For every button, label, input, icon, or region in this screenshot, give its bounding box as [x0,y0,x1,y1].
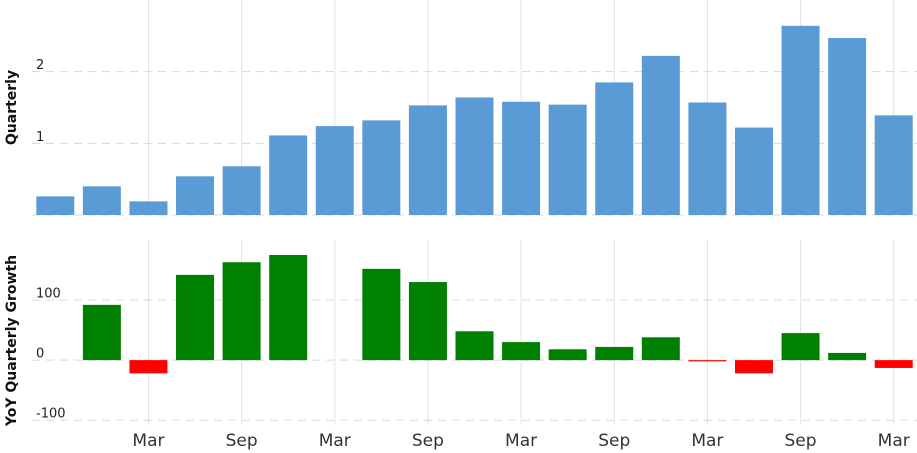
bar [548,349,587,361]
x-tick-label: Sep [226,431,258,451]
bar [176,176,215,215]
x-tick-label: Mar [505,431,537,451]
bar [129,360,168,374]
bar [595,82,634,216]
y-tick-label: 2 [36,58,44,73]
bar [82,304,121,361]
bar [269,255,308,361]
bar [734,360,773,374]
bar [362,120,401,215]
bar [828,352,867,361]
bar [641,55,680,216]
y-tick-label: 100 [36,287,61,302]
bar [688,360,727,362]
bar [688,102,727,215]
bar [502,342,541,361]
bar [36,196,75,215]
bar [129,201,168,215]
bar [595,346,634,361]
bar [734,127,773,215]
y-tick-label: -100 [36,407,66,422]
x-tick-label: Sep [785,431,817,451]
bar [315,126,354,215]
bar [548,104,587,215]
y-tick-label: 1 [36,130,44,145]
x-tick-label: Mar [878,431,910,451]
bar [269,135,308,215]
bar [502,101,541,215]
bar [874,115,913,215]
x-tick-label: Mar [132,431,164,451]
bar [222,262,261,361]
y-axis-title: YoY Quarterly Growth [4,255,20,427]
x-tick-label: Mar [319,431,351,451]
bar [641,337,680,361]
x-tick-label: Mar [691,431,723,451]
bar [362,268,401,361]
x-tick-label: Sep [412,431,444,451]
y-axis-title: Quarterly [4,70,20,145]
bar [828,37,867,215]
y-tick-label: 0 [36,347,44,362]
bar [408,105,447,215]
bar [874,360,913,368]
bar [781,333,820,361]
bar [455,331,494,361]
x-tick-label: Sep [598,431,630,451]
bar [82,186,121,215]
bar [455,97,494,215]
bar [222,166,261,215]
bar [781,25,820,215]
bar [408,282,447,361]
bar [176,274,215,361]
